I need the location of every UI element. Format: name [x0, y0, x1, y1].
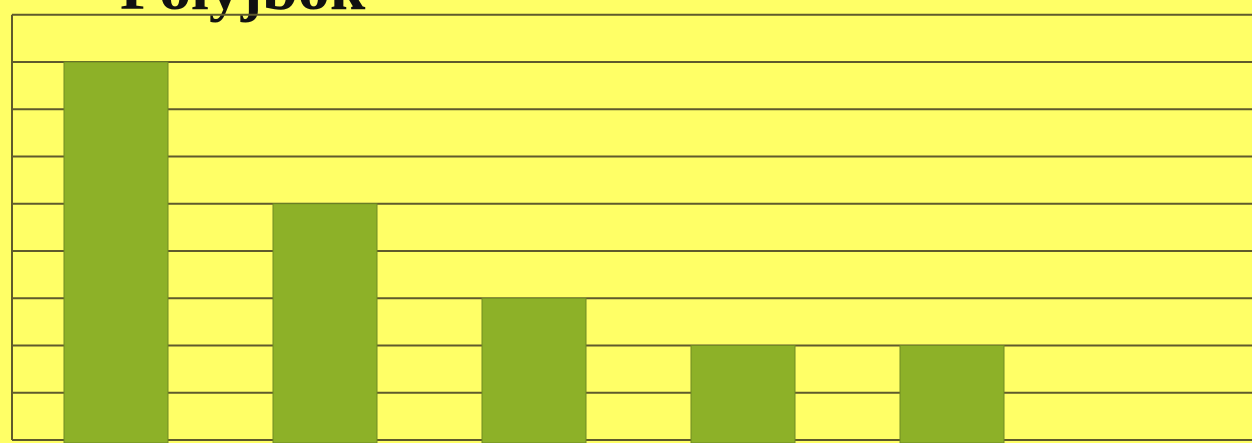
bar	[899, 345, 1005, 443]
bar	[272, 203, 378, 443]
gridlines	[11, 13, 1252, 441]
bar	[63, 61, 169, 443]
bar	[481, 297, 587, 443]
bars	[63, 61, 1005, 443]
bar	[690, 345, 796, 443]
